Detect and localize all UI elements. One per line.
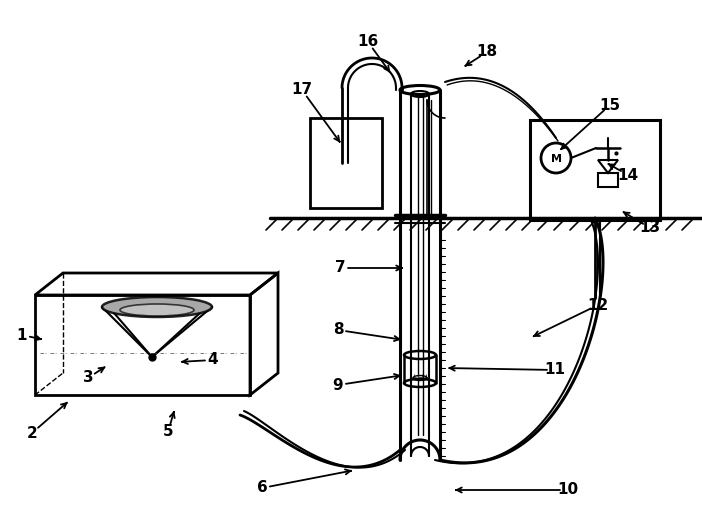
Text: 3: 3 xyxy=(83,371,93,386)
Text: 9: 9 xyxy=(333,377,343,392)
Text: 7: 7 xyxy=(335,261,345,276)
Text: 15: 15 xyxy=(600,98,621,113)
Text: 16: 16 xyxy=(357,34,378,49)
Bar xyxy=(530,120,660,220)
Text: 10: 10 xyxy=(557,483,578,498)
Text: 13: 13 xyxy=(640,221,661,236)
Text: 8: 8 xyxy=(333,322,343,337)
Text: 2: 2 xyxy=(27,426,37,441)
Ellipse shape xyxy=(120,304,194,316)
Text: 11: 11 xyxy=(545,362,566,377)
Text: 14: 14 xyxy=(618,168,639,183)
Text: 17: 17 xyxy=(291,83,312,98)
Text: 1: 1 xyxy=(17,327,27,343)
Text: M: M xyxy=(550,154,562,164)
Bar xyxy=(310,118,382,208)
Text: 18: 18 xyxy=(477,45,498,60)
Text: 5: 5 xyxy=(163,425,173,440)
Ellipse shape xyxy=(102,297,212,317)
Text: 6: 6 xyxy=(257,481,267,496)
Text: 4: 4 xyxy=(208,352,218,367)
Bar xyxy=(598,173,618,187)
Text: 12: 12 xyxy=(588,297,609,312)
Bar xyxy=(35,295,250,395)
